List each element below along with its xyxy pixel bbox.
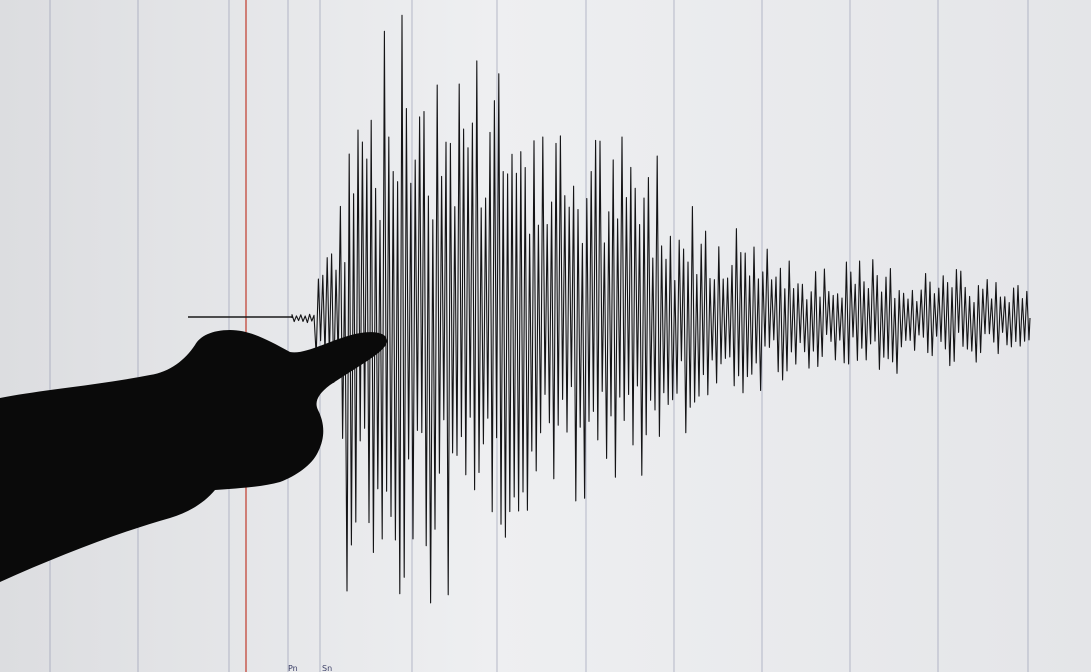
s-wave-label: Sn (322, 664, 332, 672)
seismic-waveform (291, 14, 1031, 604)
p-wave-label: Pn (288, 664, 298, 672)
pointing-hand-silhouette-icon (0, 330, 388, 582)
